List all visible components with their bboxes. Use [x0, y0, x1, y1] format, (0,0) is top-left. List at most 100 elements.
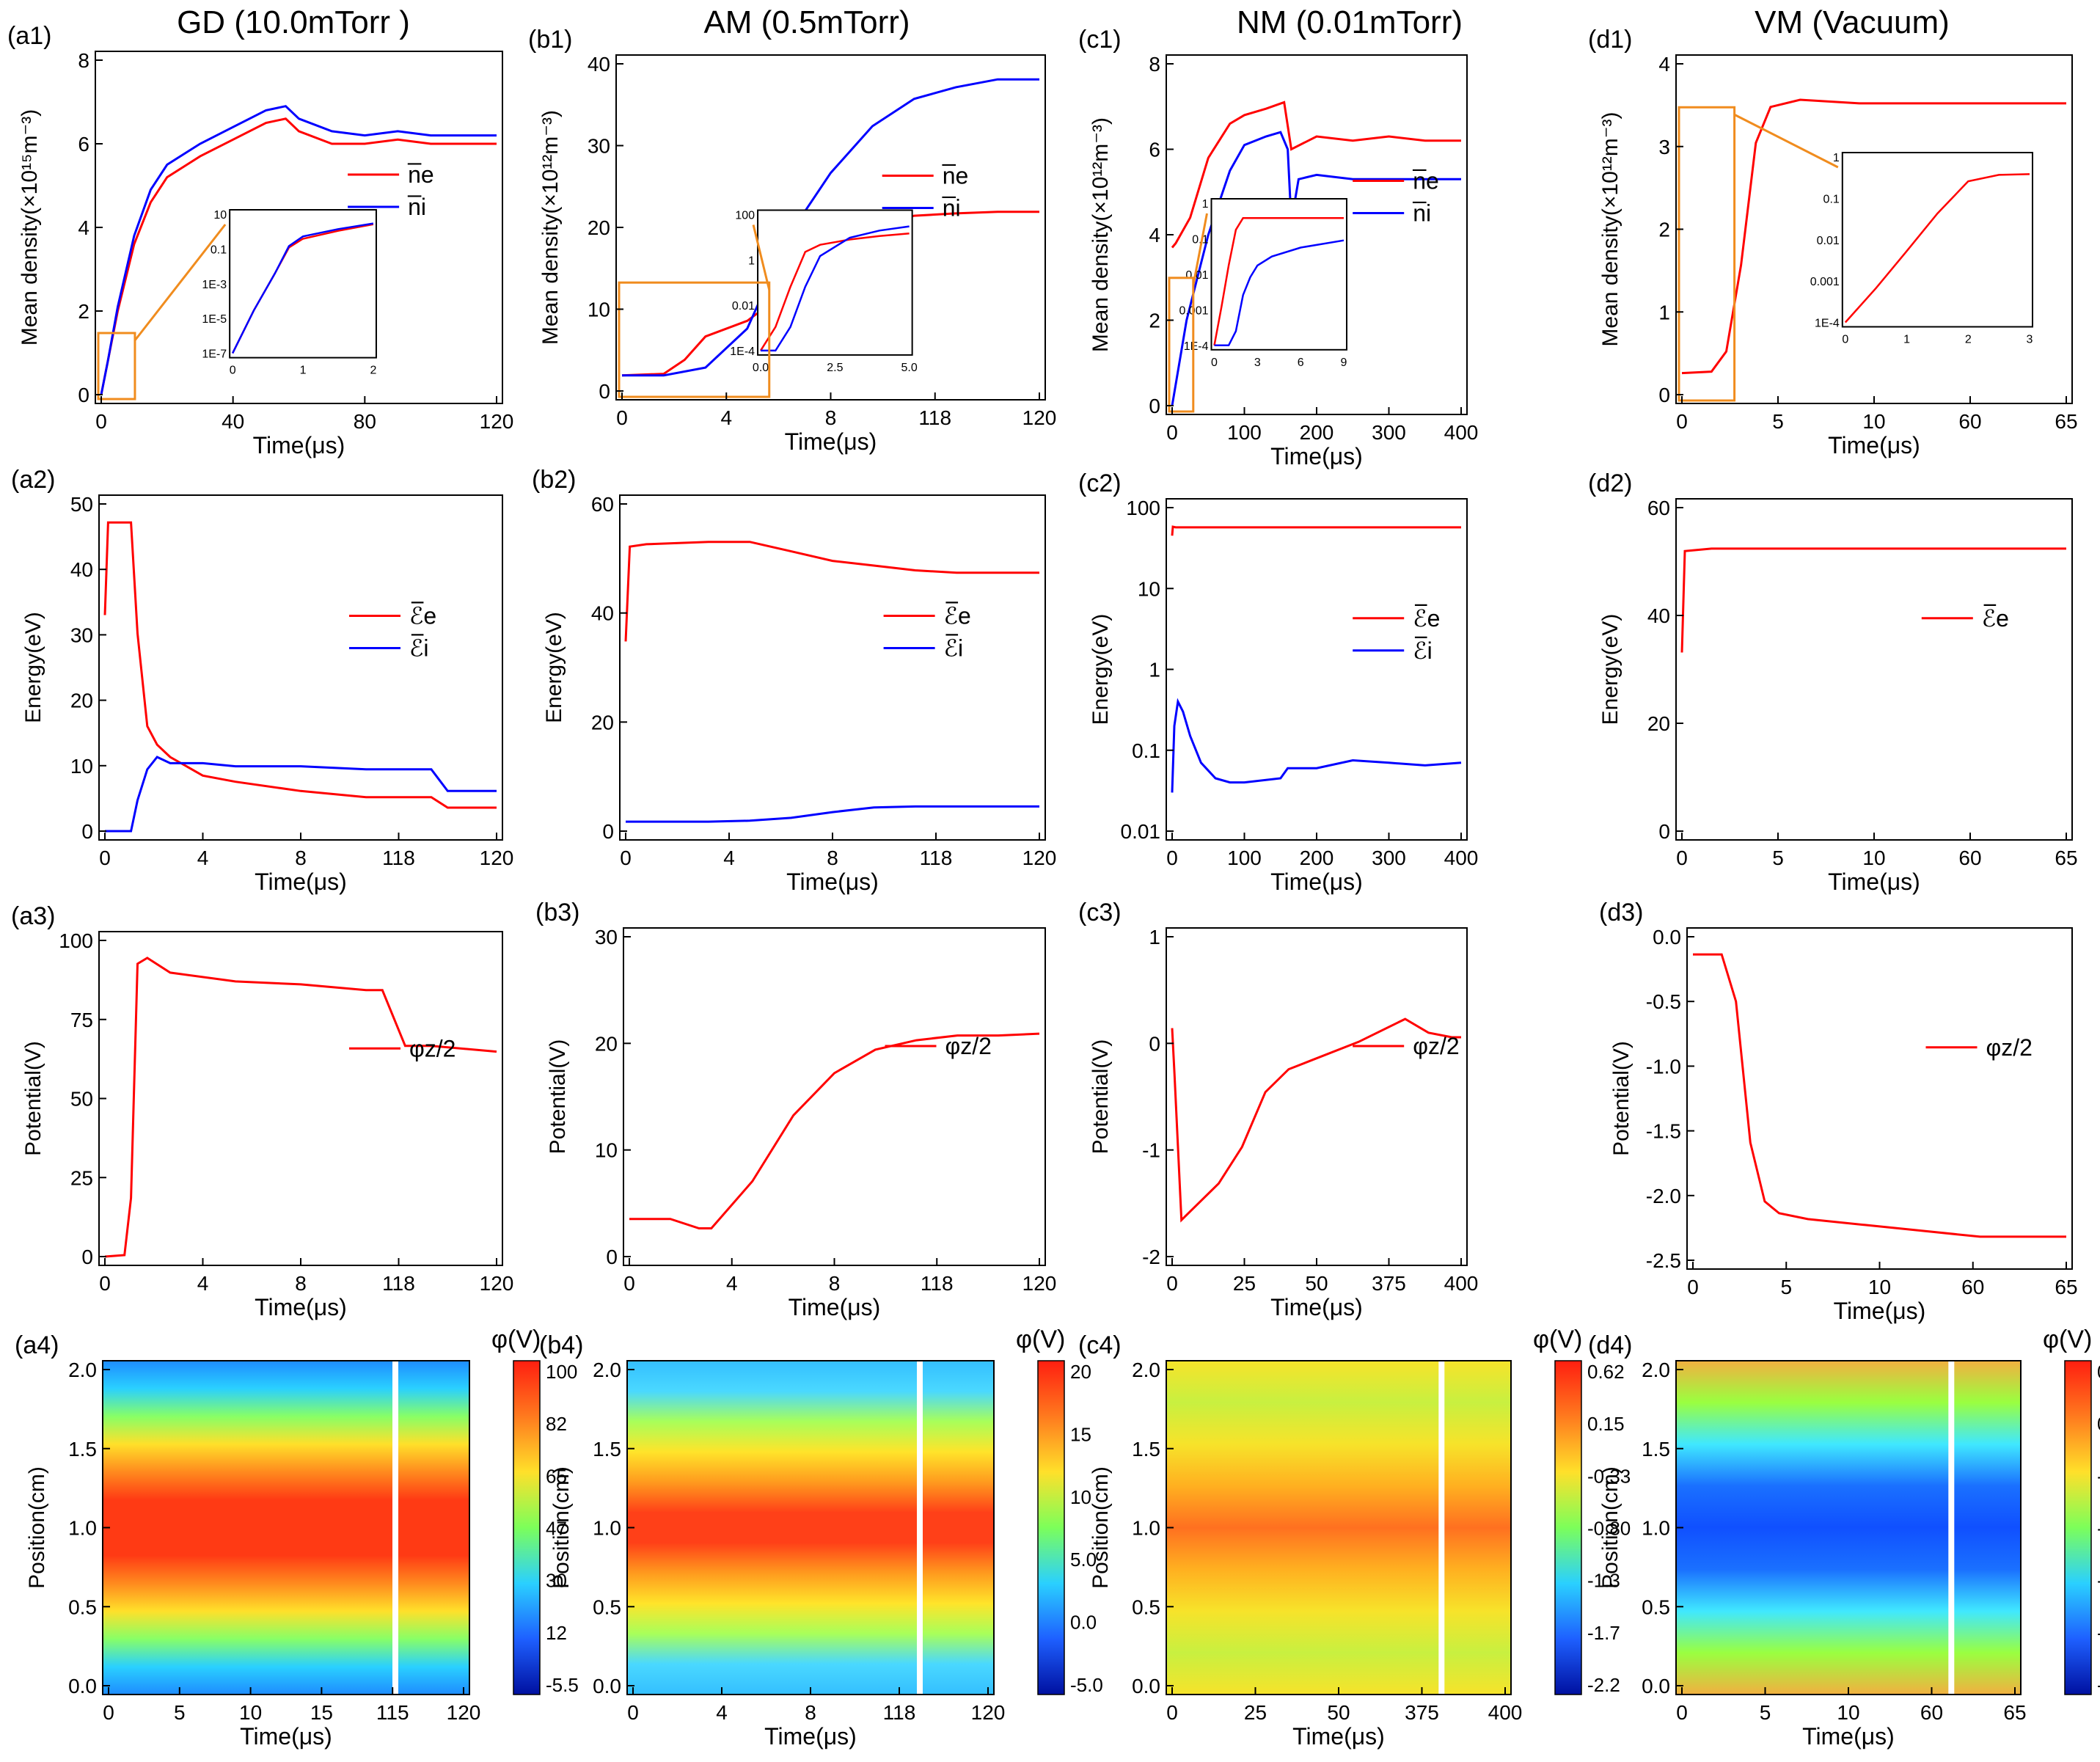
- zoom-arrow-d1: [1733, 113, 1839, 169]
- inset-xtick-d1-1: 1: [1903, 334, 1910, 346]
- xtick-label-c4-1: 25: [1244, 1701, 1267, 1724]
- colorbar-tick-c4-4: -1.3: [1587, 1570, 1620, 1592]
- panel-label-c4: (c4): [1078, 1331, 1122, 1359]
- xtick-label-a4-1: 5: [174, 1701, 186, 1724]
- xtick-label-c1-4: 400: [1444, 421, 1479, 444]
- inset-ytick-a1-0: 1E-7: [202, 348, 227, 361]
- chart-b2: (b2) Energy(eV) Time(μs) ℰ̅e ℰ̅i 0 4 8 118 120 0 20…: [532, 466, 1056, 895]
- colorbar-d4: [2064, 1360, 2092, 1695]
- chart-c2: (c2) Energy(eV) Time(μs) ℰ̅e ℰ̅i 0 100 200 300 40…: [1078, 469, 1478, 895]
- chart-a1: (a1) Mean density(×10¹⁵m⁻³) Time(μs) n̅e n̅i…: [7, 22, 513, 458]
- chart-a3: (a3) Potential(V) Time(μs) φz/2 0 4 8 118 120 0 25…: [11, 902, 513, 1320]
- colorbar-tick-b4-0: 20: [1070, 1361, 1091, 1383]
- axis-break-d4: [1948, 1361, 1955, 1695]
- inset-line-d1-0: [1844, 173, 2030, 323]
- ylabel-a3: Potential(V): [21, 1041, 45, 1156]
- inset-xtick-c1-1: 3: [1254, 357, 1261, 369]
- colorbar-c4: [1554, 1360, 1582, 1695]
- xtick-label-c3-4: 400: [1444, 1272, 1479, 1295]
- xtick-label-c4-2: 50: [1327, 1701, 1350, 1724]
- xtick-label-b4-0: 0: [627, 1701, 639, 1724]
- ylabel-d2: Energy(eV): [1598, 614, 1622, 725]
- ytick-label-a3-2: 50: [70, 1088, 93, 1111]
- ytick-label-a4-3: 1.5: [68, 1438, 97, 1461]
- ytick-label-d4-2: 1.0: [1642, 1517, 1670, 1540]
- ytick-label-d1-4: 4: [1658, 53, 1670, 76]
- legend-label-a1-0: n̅e: [407, 161, 434, 188]
- legend-label-a1-1: n̅i: [407, 194, 426, 220]
- inset-line-c1-1: [1214, 239, 1344, 347]
- xlabel-c4: Time(μs): [1292, 1723, 1385, 1750]
- inset-ytick-d1-0: 1E-4: [1815, 318, 1840, 330]
- xtick-label-a1-3: 120: [480, 410, 514, 433]
- inset-line-c1-0: [1213, 216, 1344, 346]
- xtick-label-b3-1: 4: [726, 1272, 738, 1295]
- xtick-label-b1-1: 4: [720, 406, 732, 429]
- xtick-label-d1-0: 0: [1676, 410, 1688, 433]
- ytick-label-a3-3: 75: [70, 1009, 93, 1031]
- ytick-label-d3-1: -2.0: [1646, 1185, 1681, 1207]
- xtick-label-d3-3: 60: [1961, 1276, 1984, 1298]
- series-line-a1-1: [100, 105, 497, 395]
- xtick-label-d4-1: 5: [1760, 1701, 1771, 1724]
- xtick-label-c3-0: 0: [1166, 1272, 1178, 1295]
- colorbar-tick-b4-2: 10: [1070, 1486, 1091, 1508]
- ylabel-d3: Potential(V): [1609, 1041, 1633, 1156]
- ylabel-b2: Energy(eV): [542, 612, 566, 723]
- panel-label-b4: (b4): [539, 1331, 583, 1359]
- panel-label-b1: (b1): [528, 26, 572, 54]
- xtick-label-d2-4: 65: [2055, 847, 2077, 869]
- xlabel-a3: Time(μs): [255, 1294, 347, 1320]
- series-line-b1-1: [622, 78, 1039, 377]
- ylabel-a4: Position(cm): [25, 1466, 49, 1589]
- ytick-label-c2-4: 100: [1126, 497, 1160, 519]
- colorbar-title-a4: φ(V): [491, 1326, 541, 1353]
- xtick-label-c2-2: 200: [1300, 847, 1334, 869]
- xtick-label-a1-2: 80: [354, 410, 376, 433]
- frame-a2: [98, 494, 503, 841]
- ytick-label-c4-2: 1.0: [1132, 1517, 1160, 1540]
- ylabel-a1: Mean density(×10¹⁵m⁻³): [18, 109, 42, 346]
- colorbar-tick-d4-1: 0.0: [2097, 1413, 2100, 1435]
- column-title-nm: NM (0.01mTorr): [1236, 4, 1463, 40]
- xtick-label-b3-3: 118: [921, 1272, 954, 1295]
- ylabel-c1: Mean density(×10¹²m⁻³): [1089, 117, 1113, 352]
- inset-ytick-c1-0: 1E-4: [1184, 340, 1209, 353]
- xtick-label-d1-1: 5: [1772, 410, 1784, 433]
- xlabel-b4: Time(μs): [764, 1723, 857, 1750]
- zoom-arrow-b1: [752, 224, 771, 290]
- xtick-label-b4-4: 120: [971, 1701, 1006, 1724]
- ytick-label-a4-4: 2.0: [68, 1359, 97, 1381]
- panel-label-b3: (b3): [535, 899, 579, 926]
- colorbar-tick-d4-6: -2.5: [2097, 1674, 2100, 1696]
- colorbar-tick-a4-3: 47: [546, 1518, 567, 1540]
- ytick-label-b2-3: 60: [591, 493, 614, 516]
- column-title-gd: GD (10.0mTorr ): [177, 4, 410, 40]
- ytick-label-a1-2: 4: [78, 216, 89, 239]
- ytick-label-d3-3: -1.0: [1646, 1055, 1681, 1078]
- colorbar-tick-a4-2: 65: [546, 1465, 567, 1487]
- xtick-label-b3-4: 120: [1022, 1272, 1057, 1295]
- ytick-label-c4-3: 1.5: [1132, 1438, 1160, 1461]
- panel-label-c3: (c3): [1078, 899, 1122, 926]
- ytick-label-d1-0: 0: [1658, 384, 1670, 406]
- inset-xtick-c1-3: 9: [1341, 357, 1347, 369]
- column-title-vm: VM (Vacuum): [1755, 4, 1950, 40]
- ylabel-d1: Mean density(×10¹²m⁻³): [1598, 112, 1622, 346]
- panel-label-d4: (d4): [1588, 1331, 1632, 1359]
- xtick-label-d2-3: 60: [1958, 847, 1981, 869]
- inset-ytick-d1-2: 0.01: [1817, 235, 1840, 247]
- frame-a3: [98, 931, 503, 1266]
- ytick-label-a3-0: 0: [81, 1246, 93, 1268]
- ylabel-c2: Energy(eV): [1089, 614, 1113, 725]
- frame-b3: [623, 927, 1046, 1266]
- ytick-label-c4-1: 0.5: [1132, 1595, 1160, 1618]
- panel-label-a4: (a4): [15, 1331, 59, 1359]
- inset-xtick-b1-0: 0.0: [753, 362, 769, 374]
- xtick-label-b1-0: 0: [616, 406, 628, 429]
- xtick-label-b2-4: 120: [1022, 847, 1057, 869]
- ytick-label-b2-0: 0: [602, 820, 614, 843]
- ytick-label-c4-4: 2.0: [1132, 1359, 1160, 1381]
- ytick-label-a2-0: 0: [81, 820, 93, 843]
